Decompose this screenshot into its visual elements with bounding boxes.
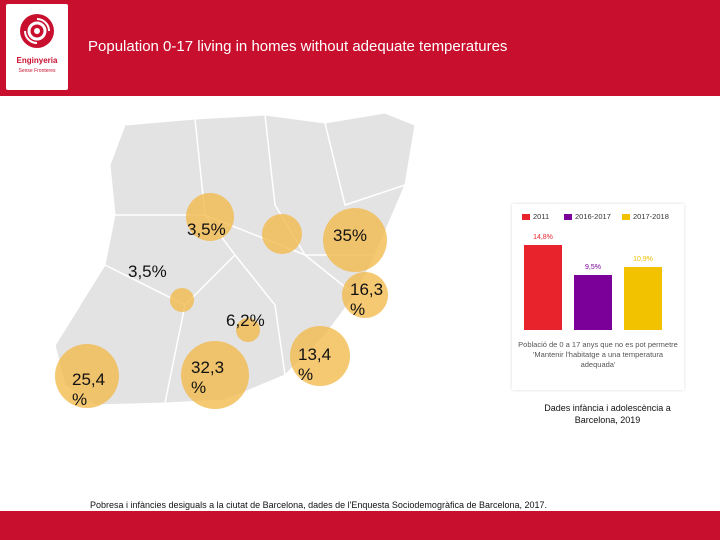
- legend-item: 2017-2018: [622, 212, 669, 221]
- bubble-district-6: [236, 318, 260, 342]
- legend-label: 2011: [533, 212, 550, 221]
- bubble-district-8: [55, 344, 119, 408]
- chart-caption: Població de 0 a 17 anys que no es pot pe…: [518, 340, 678, 369]
- bubble-district-9: [181, 341, 249, 409]
- map-label: 6,2%: [226, 311, 265, 330]
- legend-swatch: [522, 214, 530, 221]
- bar-chart: 2011 2016-2017 2017-2018 14,8% 9,5% 10,9% …: [512, 204, 684, 390]
- legend-item: 2011: [522, 212, 549, 221]
- chart-source: Dades infància i adolescència a Barcelon…: [544, 403, 671, 425]
- bar-2016-2017: [574, 275, 612, 330]
- logo-tagline: Sense Fronteres: [18, 68, 56, 74]
- legend-item: 2016-2017: [564, 212, 611, 221]
- page-title: Population 0-17 living in homes without …: [88, 38, 508, 55]
- bubble-district-1: [186, 193, 234, 241]
- bar-value-label: 9,5%: [585, 264, 601, 272]
- map-label: 35%: [333, 226, 368, 245]
- logo-swirl-icon: [20, 14, 54, 48]
- bubble-district-7: [290, 326, 350, 386]
- bubble-district-4: [170, 288, 194, 312]
- bar-value-label: 10,9%: [633, 256, 653, 264]
- bubble-district-2: [262, 214, 302, 254]
- chart-legend: 2011 2016-2017 2017-2018: [512, 204, 684, 228]
- legend-label: 2016-2017: [575, 212, 611, 221]
- bar-2017-2018: [624, 267, 662, 330]
- bubble-district-5: [342, 272, 388, 318]
- bar-2011: [524, 244, 562, 330]
- bottom-source: Pobresa i infàncies desiguals a la ciuta…: [90, 500, 548, 510]
- logo[interactable]: Enginyeria Sense Fronteres: [6, 4, 68, 90]
- header-bar: Enginyeria Sense Fronteres Population 0-…: [0, 0, 720, 96]
- map-label: 3,5%: [187, 220, 226, 239]
- bar-value-label: 14,8%: [533, 233, 553, 241]
- footer-bar: [0, 511, 720, 540]
- map-label: 16,3 %: [350, 280, 384, 319]
- map-label: 13,4 %: [298, 345, 332, 384]
- legend-label: 2017-2018: [633, 212, 669, 221]
- map-label: 3,5%: [128, 262, 167, 281]
- legend-swatch: [564, 214, 572, 221]
- map-label: 32,3 %: [191, 358, 225, 397]
- map-label: 25,4 %: [72, 370, 106, 409]
- logo-name: Enginyeria: [16, 56, 58, 65]
- bubble-district-3: [323, 208, 387, 272]
- legend-swatch: [622, 214, 630, 221]
